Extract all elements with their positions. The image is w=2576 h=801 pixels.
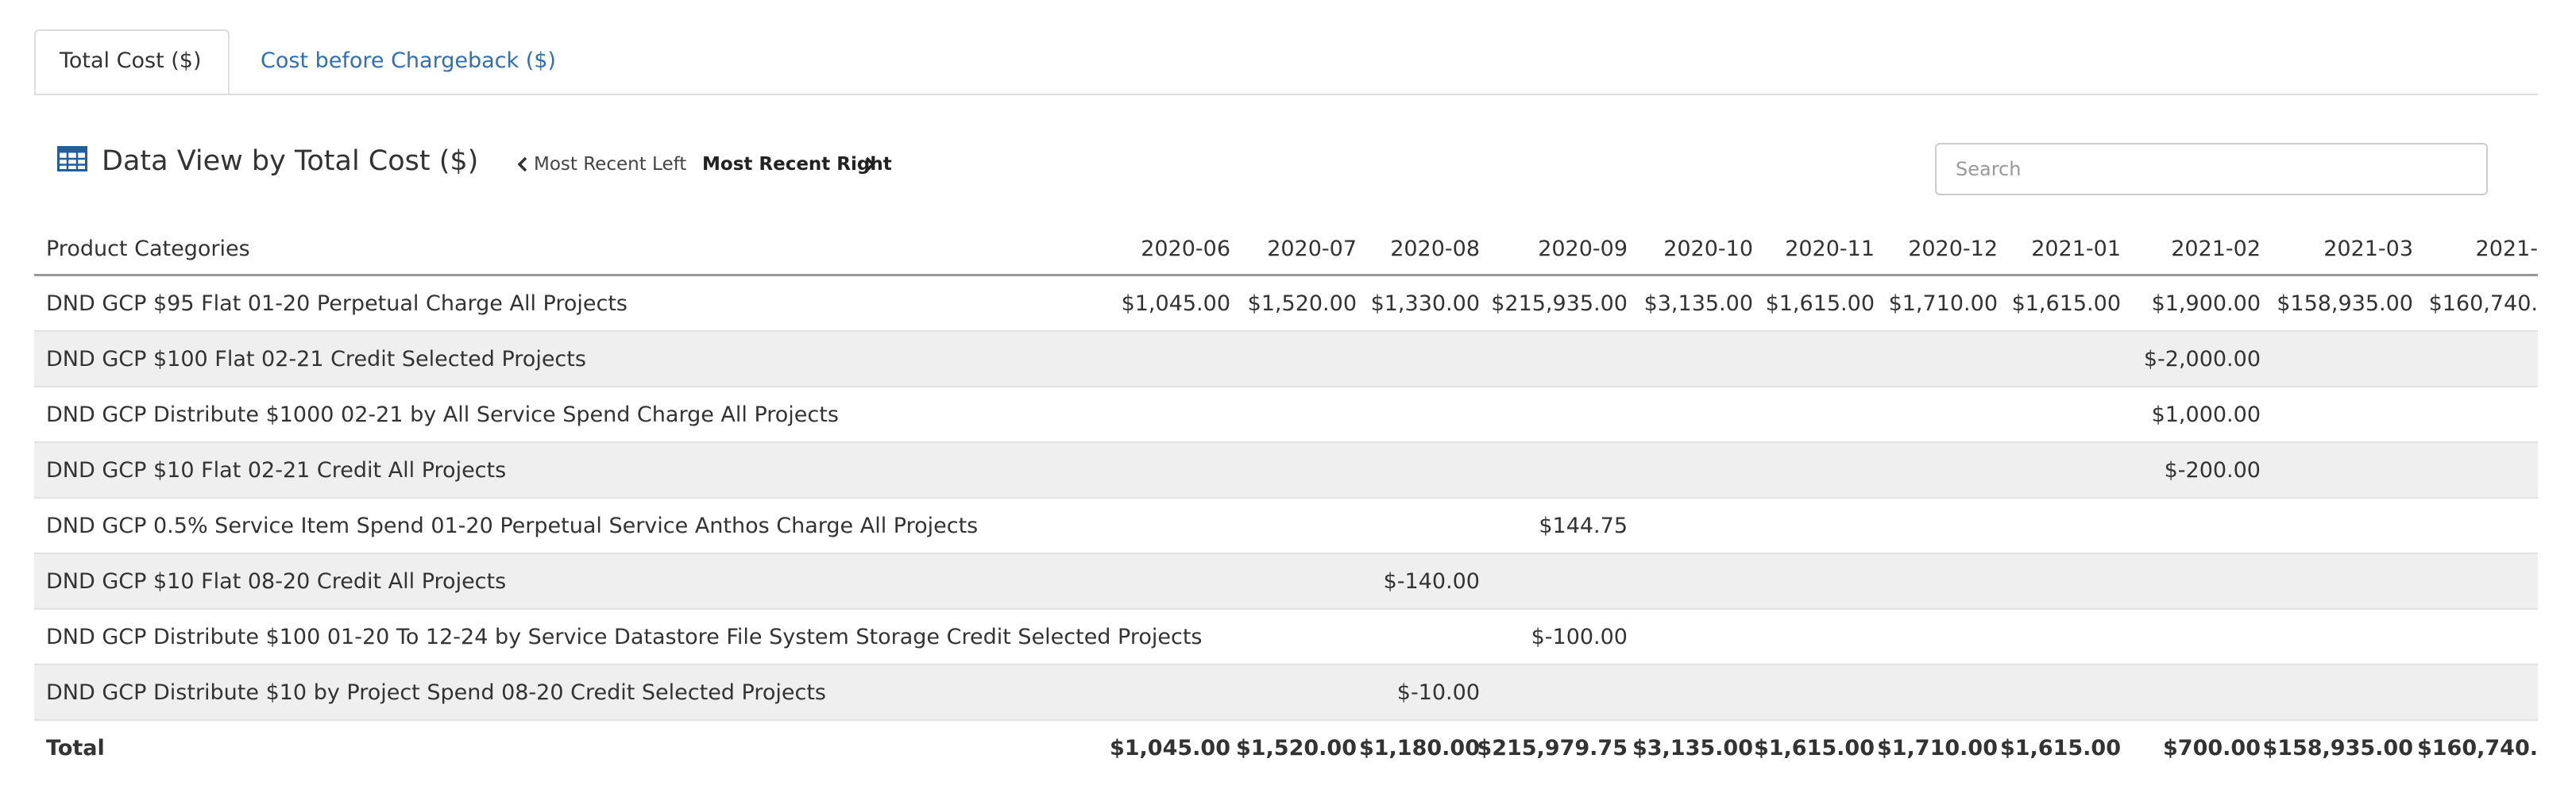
- cost-cell: $1,330.00: [1370, 291, 1480, 316]
- cost-cell: $1,900.00: [2151, 291, 2261, 316]
- row-label: DND GCP $100 Flat 02-21 Credit Selected …: [46, 347, 586, 372]
- total-cell: $160,740.: [2416, 736, 2538, 761]
- total-cell: $1,615.00: [1999, 736, 2121, 761]
- row-label: DND GCP $95 Flat 01-20 Perpetual Charge …: [46, 291, 628, 316]
- column-header-month: 2020-09: [1538, 237, 1628, 261]
- cost-cell: $160,740.: [2428, 291, 2538, 316]
- table-row: [34, 276, 2538, 332]
- cost-cell: $-140.00: [1383, 569, 1480, 594]
- cost-cell: $215,935.00: [1491, 291, 1628, 316]
- column-header-month: 2020-10: [1663, 237, 1753, 261]
- row-label: DND GCP Distribute $100 01-20 To 12-24 b…: [46, 625, 1203, 649]
- column-header-month: 2020-08: [1390, 237, 1480, 261]
- column-header-month: 2021-: [2475, 237, 2538, 261]
- column-header-month: 2021-03: [2323, 237, 2413, 261]
- cost-cell: $-200.00: [2164, 458, 2261, 483]
- column-header-category: Product Categories: [46, 237, 250, 261]
- table-row: [34, 387, 2538, 443]
- active-tab[interactable]: [34, 29, 230, 94]
- column-header-month: 2020-12: [1908, 237, 1998, 261]
- search-box[interactable]: Search: [1935, 143, 2488, 195]
- cost-cell: $1,615.00: [2011, 291, 2121, 316]
- cost-cell: $-100.00: [1531, 625, 1628, 649]
- total-cell: $1,180.00: [1358, 736, 1480, 761]
- table-row: [34, 610, 2538, 665]
- cost-cell: $1,000.00: [2151, 402, 2261, 427]
- cost-cell: $1,520.00: [1247, 291, 1357, 316]
- column-header-month: 2020-07: [1267, 237, 1357, 261]
- most-recent-left[interactable]: Most Recent Left: [534, 154, 687, 175]
- cost-cell: $144.75: [1539, 514, 1628, 538]
- cost-cell: $1,615.00: [1765, 291, 1875, 316]
- column-header-month: 2021-01: [2031, 237, 2121, 261]
- table-icon: [57, 146, 87, 171]
- chevron-left: [517, 156, 527, 172]
- row-label: DND GCP 0.5% Service Item Spend 01-20 Pe…: [46, 514, 979, 538]
- total-cell: $1,520.00: [1235, 736, 1357, 761]
- total-cell: $215,979.75: [1477, 736, 1628, 761]
- table-row: [34, 332, 2538, 387]
- row-label: DND GCP Distribute $1000 02-21 by All Se…: [46, 402, 839, 427]
- total-cell: $700.00: [2163, 736, 2261, 761]
- total-cell: $1,615.00: [1753, 736, 1875, 761]
- column-header-month: 2020-06: [1141, 237, 1230, 261]
- tab-underline: [34, 94, 2538, 95]
- cost-cell: $1,045.00: [1121, 291, 1230, 316]
- column-header-month: 2021-02: [2171, 237, 2261, 261]
- header-rule: [34, 274, 2538, 276]
- table-row: [34, 554, 2538, 610]
- tab-total-cost[interactable]: Total Cost ($): [60, 48, 202, 73]
- total-cell: $1,710.00: [1876, 736, 1998, 761]
- row-label: DND GCP $10 Flat 02-21 Credit All Projec…: [46, 458, 507, 483]
- cost-cell: $158,935.00: [2277, 291, 2413, 316]
- cost-cell: $-10.00: [1396, 680, 1480, 705]
- cost-cell: $3,135.00: [1643, 291, 1753, 316]
- table-row: [34, 499, 2538, 554]
- view-title: Data View by Total Cost ($): [102, 145, 479, 177]
- total-label: Total: [46, 736, 105, 761]
- row-label: DND GCP Distribute $10 by Project Spend …: [46, 680, 826, 705]
- most-recent-right[interactable]: Most Recent Right: [702, 154, 892, 175]
- total-cell: $1,045.00: [1109, 736, 1230, 761]
- table-row: [34, 443, 2538, 499]
- column-header-month: 2020-11: [1785, 237, 1875, 261]
- cost-cell: $-2,000.00: [2143, 347, 2261, 372]
- total-cell: $3,135.00: [1632, 736, 1753, 761]
- row-label: DND GCP $10 Flat 08-20 Credit All Projec…: [46, 569, 507, 594]
- total-cell: $158,935.00: [2262, 736, 2413, 761]
- cost-cell: $1,710.00: [1888, 291, 1998, 316]
- tab-cost-before-chargeback[interactable]: Cost before Chargeback ($): [261, 48, 556, 73]
- table-row: [34, 665, 2538, 721]
- chevron-right: [865, 156, 875, 172]
